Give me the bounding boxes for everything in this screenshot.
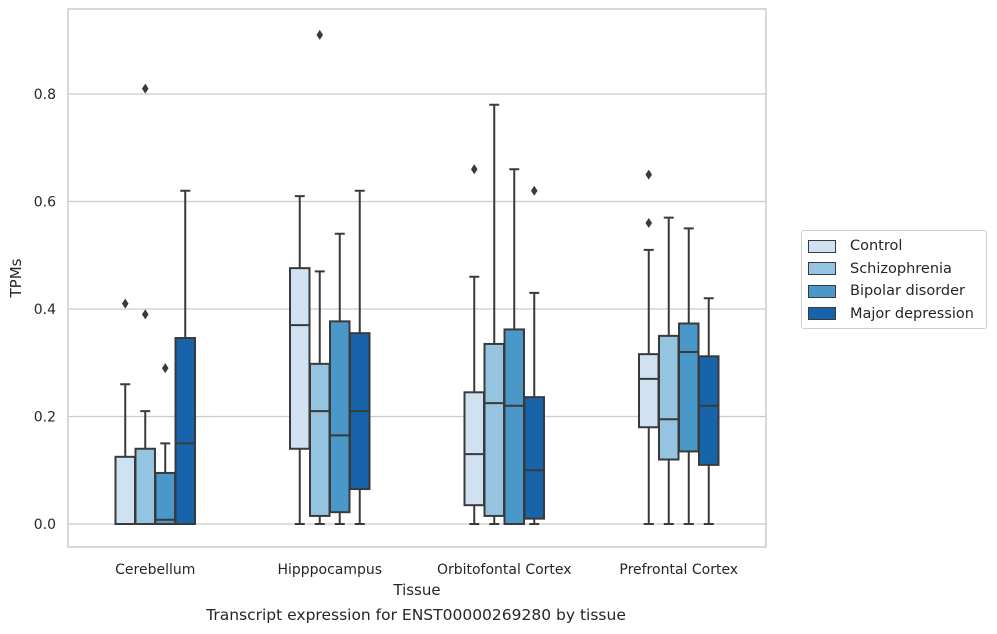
legend-swatch [808,239,836,253]
box-body [174,337,196,525]
y-tick-label: 0.8 [34,87,56,103]
outlier-marker [645,218,653,228]
box-body [463,391,485,507]
box-body [658,334,680,461]
plot-frame [67,8,767,548]
box-body [523,396,545,520]
box-schizophrenia [134,83,156,525]
legend-label: Control [850,238,903,255]
x-tick-labels: Cerebellum Hipppocampus Orbitofontal Corte… [115,562,738,578]
x-tick-label: Orbitofontal Cortex [437,562,572,578]
box-schizophrenia [483,103,505,525]
x-tick-label: Cerebellum [115,562,195,578]
outlier-marker [530,185,538,196]
y-tick-label: 0.2 [34,410,56,426]
box-bipolar-disorder [503,168,525,525]
y-tick-label: 0.4 [34,302,56,318]
outlier-marker [161,363,169,374]
y-axis-label: TPMs [7,258,25,298]
box-schizophrenia [658,216,680,525]
box-body [154,471,176,525]
box-body [483,342,505,517]
box-major-depression [349,189,371,525]
legend-item: Major depression [802,303,986,326]
box-series [114,29,720,525]
box-body [289,267,311,450]
box-major-depression [523,185,545,525]
box-body [503,328,525,525]
box-major-depression [174,189,196,525]
box-bipolar-disorder [329,232,351,525]
box-body [309,362,331,517]
legend-swatch [808,284,836,298]
legend-item: Schizophrenia [802,258,986,281]
legend-label: Major depression [850,305,974,322]
box-control [289,195,311,525]
box-body [698,355,720,466]
outlier-marker [645,169,653,180]
legend-label: Bipolar disorder [850,283,965,300]
box-control [463,164,485,525]
legend: Control Schizophrenia Bipolar disorder Majo… [801,230,987,329]
outlier-marker [316,29,324,40]
x-axis-label: Tissue [392,581,440,599]
chart-caption: Transcript expression for ENST0000026928… [206,606,626,624]
legend-item: Control [802,235,986,258]
legend-swatch [808,307,836,321]
box-control [638,169,660,525]
outlier-marker [121,298,129,309]
box-bipolar-disorder [154,363,176,525]
y-tick-label: 0.6 [34,195,56,211]
x-tick-label: Prefrontal Cortex [619,562,738,578]
box-body [678,322,700,453]
outlier-marker [141,309,149,320]
legend-swatch [808,262,836,276]
box-body [134,447,156,525]
y-tick-labels: 0.0 0.2 0.4 0.6 0.8 [34,87,56,533]
box-control [114,298,136,525]
y-tick-label: 0.0 [34,517,56,533]
legend-label: Schizophrenia [850,260,952,277]
box-bipolar-disorder [678,227,700,525]
box-body [329,320,351,514]
outlier-marker [470,164,478,175]
outlier-marker [141,83,149,94]
box-schizophrenia [309,29,331,525]
box-body [638,353,660,429]
legend-item: Bipolar disorder [802,280,986,303]
box-body [114,455,136,525]
x-tick-label: Hipppocampus [277,562,382,578]
box-major-depression [698,297,720,525]
